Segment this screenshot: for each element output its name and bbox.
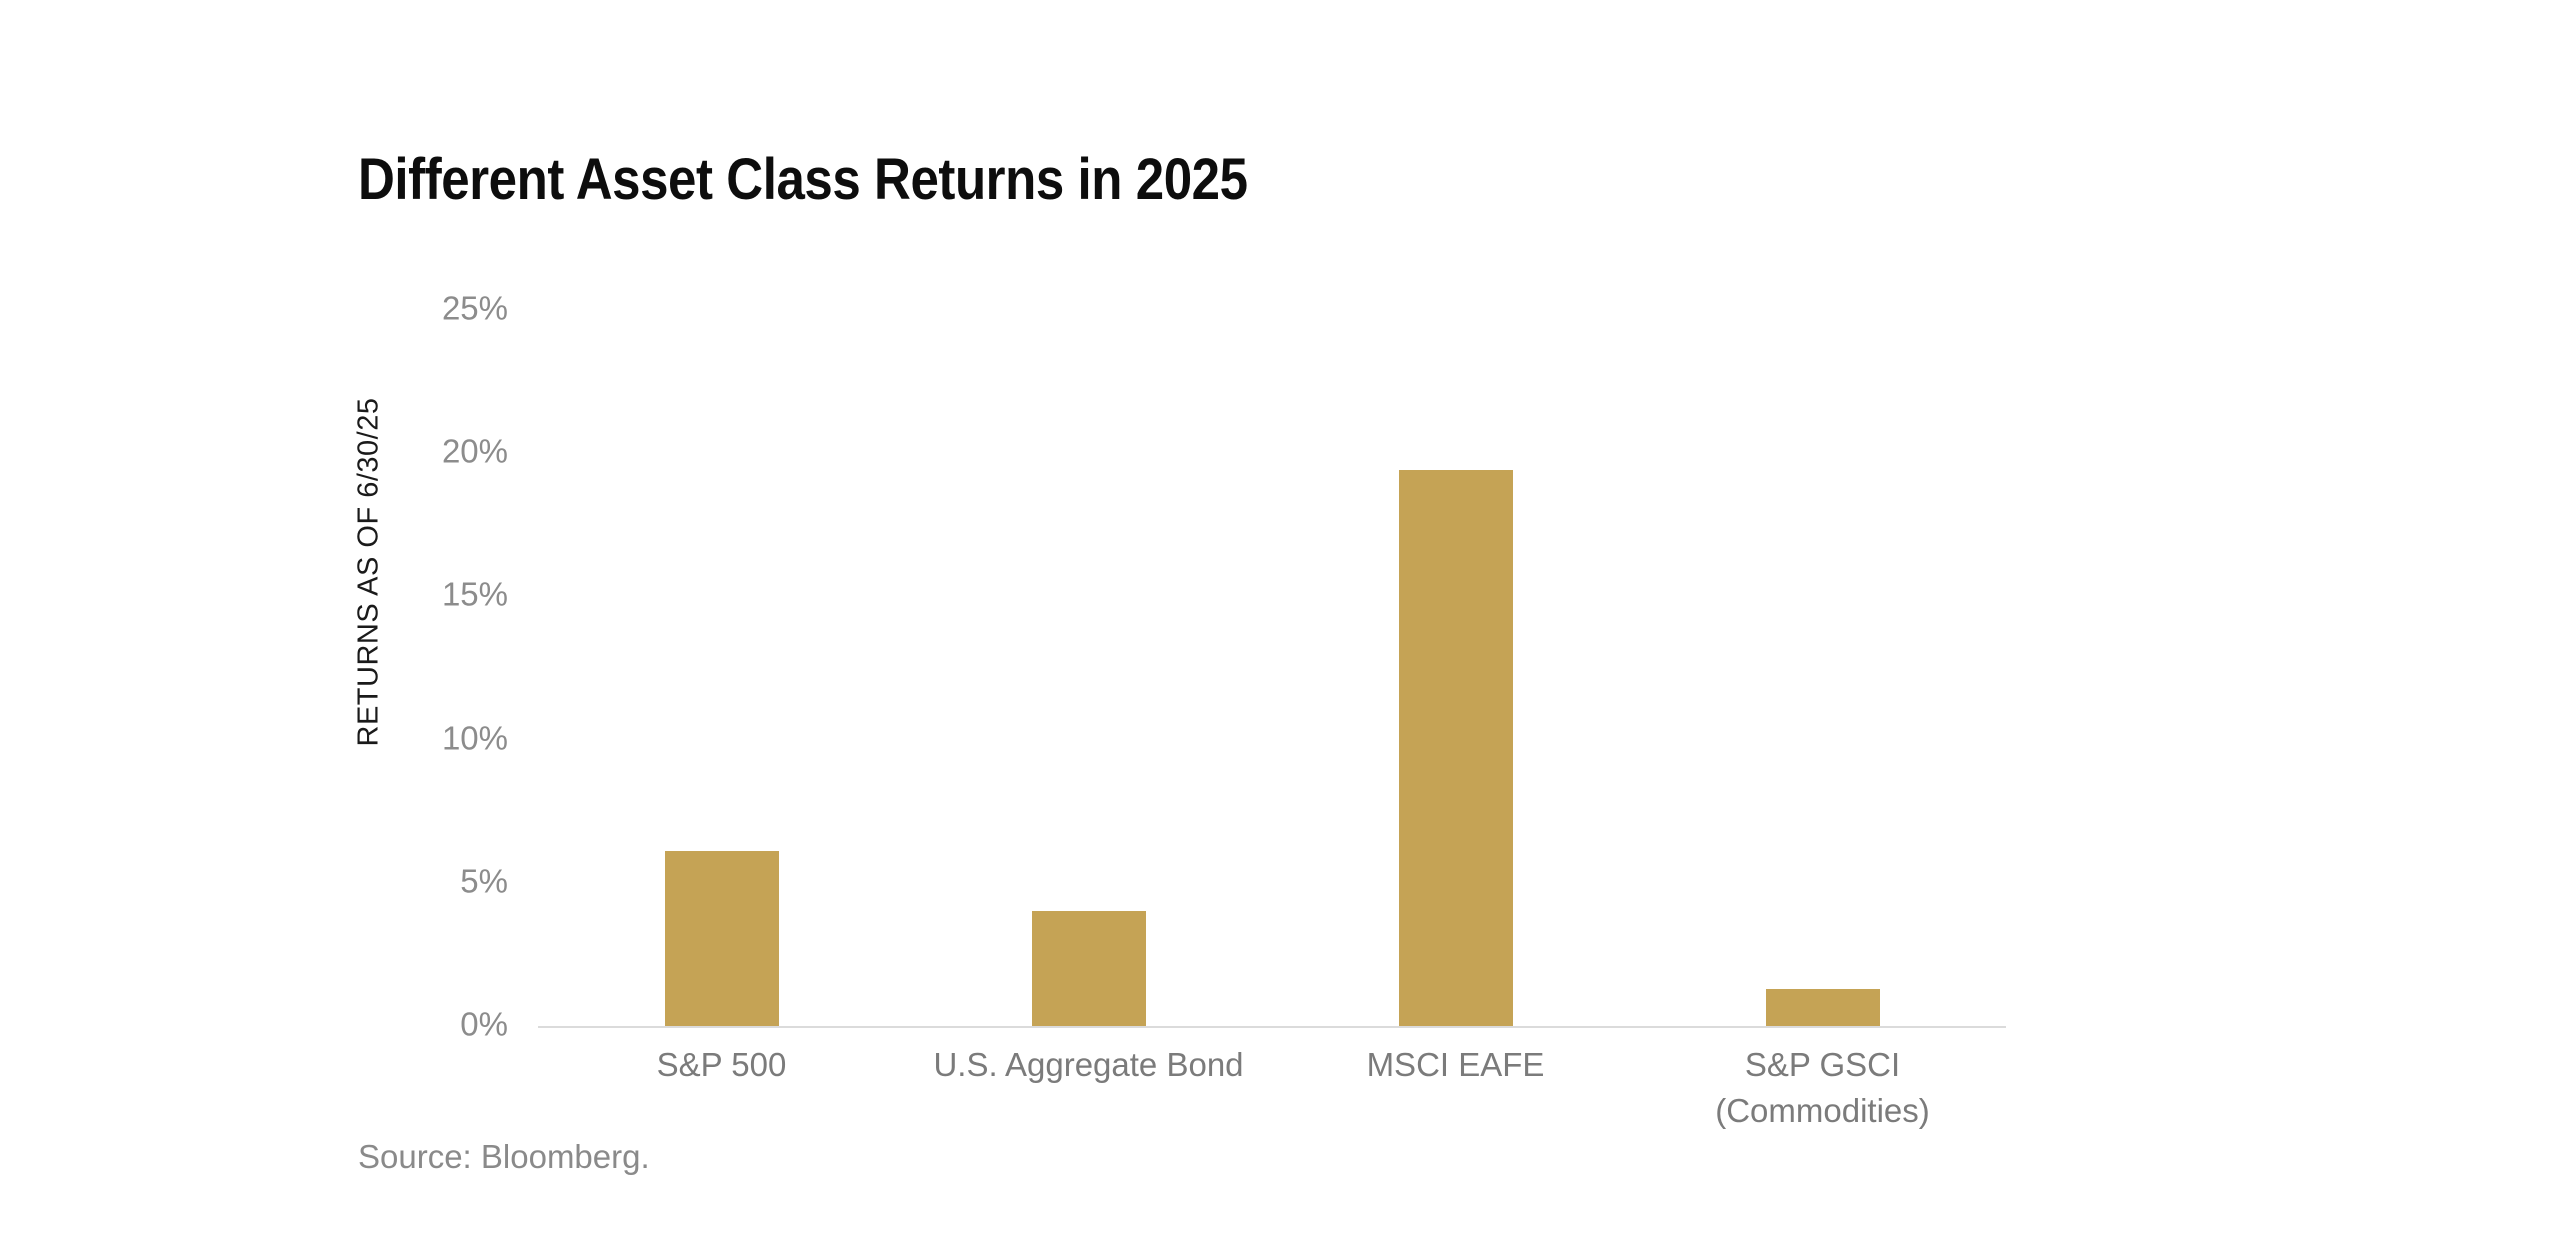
y-tick-label: 5% (460, 862, 508, 900)
bar (1765, 988, 1880, 1026)
bar (1398, 470, 1513, 1026)
y-tick-label: 20% (441, 432, 508, 470)
plot-area (538, 310, 2006, 1028)
bar (664, 851, 779, 1026)
y-tick-label: 0% (460, 1005, 508, 1043)
x-category-label: U.S. Aggregate Bond (933, 1046, 1244, 1083)
x-category-label: MSCI EAFE (1366, 1046, 1545, 1083)
y-tick-label: 10% (441, 719, 508, 757)
chart-title: Different Asset Class Returns in 2025 (358, 147, 1248, 212)
bar (1031, 911, 1146, 1026)
x-category-label: S&P GSCI (Commodities) (1715, 1046, 1930, 1129)
source-note: Source: Bloomberg. (358, 1138, 650, 1175)
y-tick-label: 15% (441, 575, 508, 613)
y-tick-label: 25% (441, 289, 508, 327)
x-category-label: S&P 500 (656, 1046, 787, 1083)
